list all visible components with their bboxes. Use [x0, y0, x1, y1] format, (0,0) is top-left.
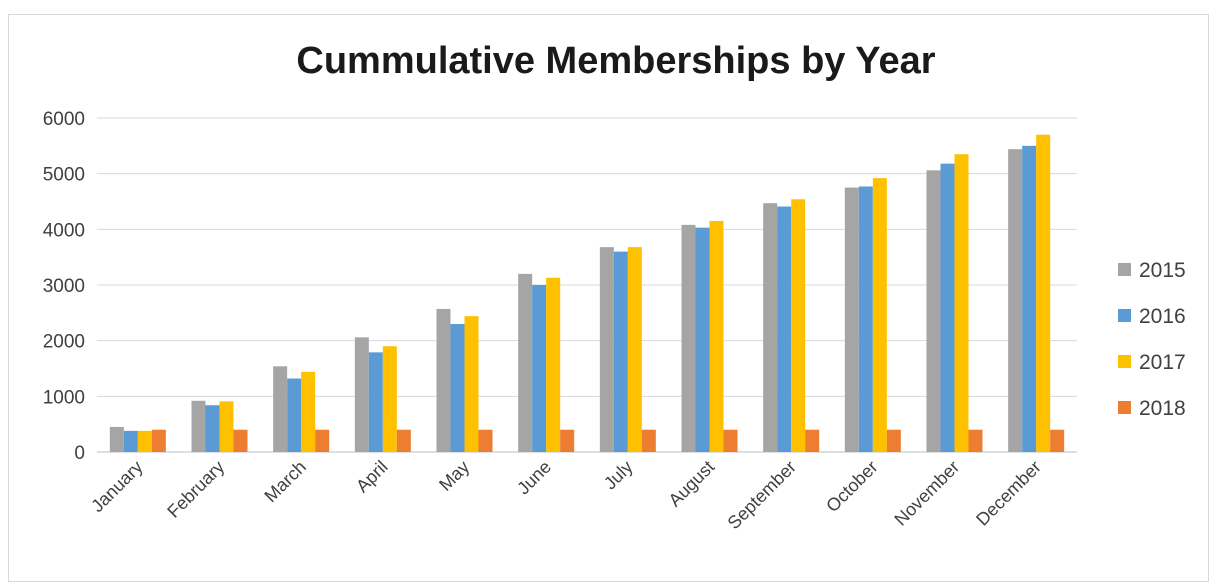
- bar-2016-october: [858, 186, 873, 452]
- bar-2016-september: [777, 206, 792, 452]
- bars: [109, 134, 1065, 453]
- bar-2016-april: [368, 352, 383, 452]
- chart-frame: Cummulative Memberships by Year 0 1000 200…: [8, 14, 1209, 582]
- bar-2015-august: [681, 224, 696, 452]
- bar-2018-july: [641, 429, 656, 452]
- x-tick-label: March: [260, 457, 310, 507]
- bar-2017-september: [791, 199, 806, 452]
- x-tick-label: October: [822, 457, 881, 516]
- bar-2018-september: [805, 429, 820, 452]
- bar-2018-august: [723, 429, 738, 452]
- y-tick-label: 3000: [43, 276, 85, 297]
- bar-2017-january: [137, 430, 152, 452]
- bar-2018-may: [478, 429, 493, 452]
- bar-2016-june: [532, 285, 547, 452]
- bar-2015-july: [599, 247, 614, 452]
- bar-2018-march: [315, 429, 330, 452]
- bar-2015-february: [191, 400, 206, 452]
- legend: 2015 2016 2017 2018: [1118, 259, 1186, 420]
- x-tick-label: July: [600, 457, 637, 494]
- x-tick-label: December: [972, 457, 1045, 530]
- x-tick-label: September: [724, 457, 800, 533]
- bar-2016-july: [613, 251, 628, 452]
- bar-2016-august: [695, 227, 710, 452]
- legend-swatch: [1118, 263, 1131, 276]
- x-tick-label: April: [352, 457, 392, 497]
- x-tick-label: February: [163, 457, 228, 522]
- legend-label: 2018: [1139, 397, 1186, 420]
- y-tick-label: 4000: [43, 220, 85, 241]
- bar-2018-february: [233, 429, 248, 452]
- bar-2017-april: [382, 346, 397, 452]
- bar-2018-october: [886, 429, 901, 452]
- legend-label: 2017: [1139, 351, 1186, 374]
- legend-swatch: [1118, 309, 1131, 322]
- bar-2017-february: [219, 401, 234, 452]
- y-tick-label: 5000: [43, 165, 85, 186]
- gridlines: [97, 117, 1077, 453]
- bar-2015-september: [763, 203, 778, 452]
- y-tick-label: 1000: [43, 387, 85, 408]
- legend-swatch: [1118, 355, 1131, 368]
- x-tick-label: June: [513, 457, 555, 499]
- bar-2015-may: [436, 308, 451, 452]
- bar-2017-december: [1036, 134, 1051, 452]
- x-tick-label: November: [890, 457, 963, 530]
- y-tick-label: 0: [74, 443, 85, 464]
- bar-2015-march: [273, 366, 288, 452]
- legend-label: 2015: [1139, 259, 1186, 282]
- bar-2017-march: [301, 371, 316, 452]
- bar-2015-june: [518, 273, 533, 452]
- bar-2015-april: [354, 337, 369, 452]
- bar-2017-october: [872, 178, 887, 452]
- bar-2016-may: [450, 323, 465, 452]
- y-tick-label: 6000: [43, 109, 85, 130]
- bar-2018-december: [1050, 429, 1065, 452]
- bar-2015-october: [844, 187, 859, 453]
- bar-2016-march: [287, 378, 302, 452]
- bar-2018-november: [968, 429, 983, 452]
- bar-2015-december: [1008, 149, 1023, 452]
- bar-2016-november: [940, 163, 955, 452]
- bar-2018-april: [396, 429, 411, 452]
- chart-title: Cummulative Memberships by Year: [296, 40, 935, 82]
- x-tick-label: January: [87, 457, 146, 516]
- bar-2017-july: [627, 247, 642, 452]
- bar-2018-june: [560, 429, 575, 452]
- bar-2015-november: [926, 170, 941, 452]
- bar-2017-june: [546, 277, 561, 452]
- bar-2017-november: [954, 154, 969, 452]
- y-tick-label: 2000: [43, 332, 85, 353]
- bar-2016-february: [205, 405, 220, 452]
- bar-2017-may: [464, 316, 479, 452]
- x-tick-label: August: [665, 457, 719, 511]
- bar-2016-january: [123, 430, 138, 452]
- bar-2018-january: [151, 429, 166, 452]
- legend-label: 2016: [1139, 305, 1186, 328]
- chart-svg: Cummulative Memberships by Year 0 1000 200…: [43, 40, 1186, 533]
- bar-2017-august: [709, 220, 724, 452]
- x-tick-label: May: [435, 457, 473, 495]
- bar-2015-january: [109, 426, 124, 452]
- legend-swatch: [1118, 401, 1131, 414]
- bar-2016-december: [1022, 145, 1037, 453]
